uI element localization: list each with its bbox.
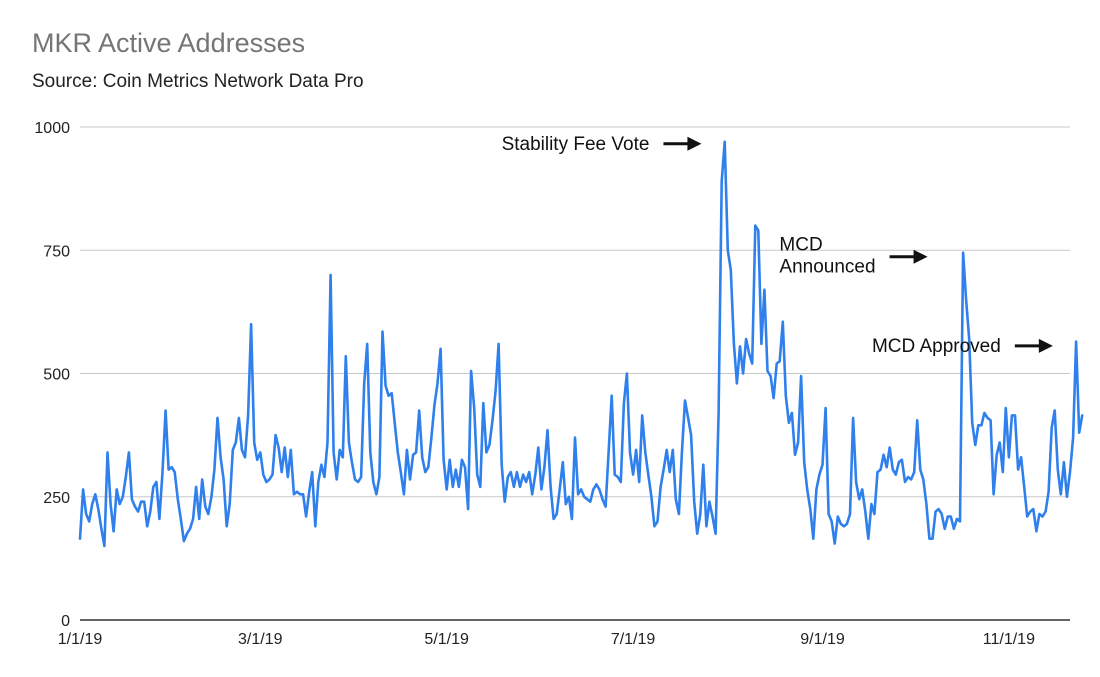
x-tick-label: 9/1/19	[800, 631, 845, 648]
x-tick-label: 11/1/19	[983, 631, 1035, 648]
annotation-label: MCD Announced	[779, 235, 875, 278]
series-line	[78, 140, 1084, 548]
y-tick-label: 1000	[34, 120, 70, 137]
annotation-arrow-head	[913, 249, 928, 264]
x-tick-label: 7/1/19	[611, 631, 656, 648]
annotation-arrow-head	[1038, 338, 1053, 353]
x-tick-label: 1/1/19	[58, 631, 103, 648]
y-tick-label: 250	[43, 490, 70, 507]
chart-title: MKR Active Addresses	[32, 28, 306, 58]
annotation-arrow-head	[687, 136, 702, 151]
annotation-label: MCD Approved	[872, 336, 1001, 357]
y-tick-label: 0	[61, 613, 70, 630]
x-tick-label: 5/1/19	[424, 631, 469, 648]
chart-subtitle: Source: Coin Metrics Network Data Pro	[32, 71, 364, 92]
y-tick-label: 750	[43, 243, 70, 260]
y-tick-label: 500	[43, 367, 70, 384]
x-tick-label: 3/1/19	[238, 631, 283, 648]
annotation-label: Stability Fee Vote	[502, 134, 650, 155]
